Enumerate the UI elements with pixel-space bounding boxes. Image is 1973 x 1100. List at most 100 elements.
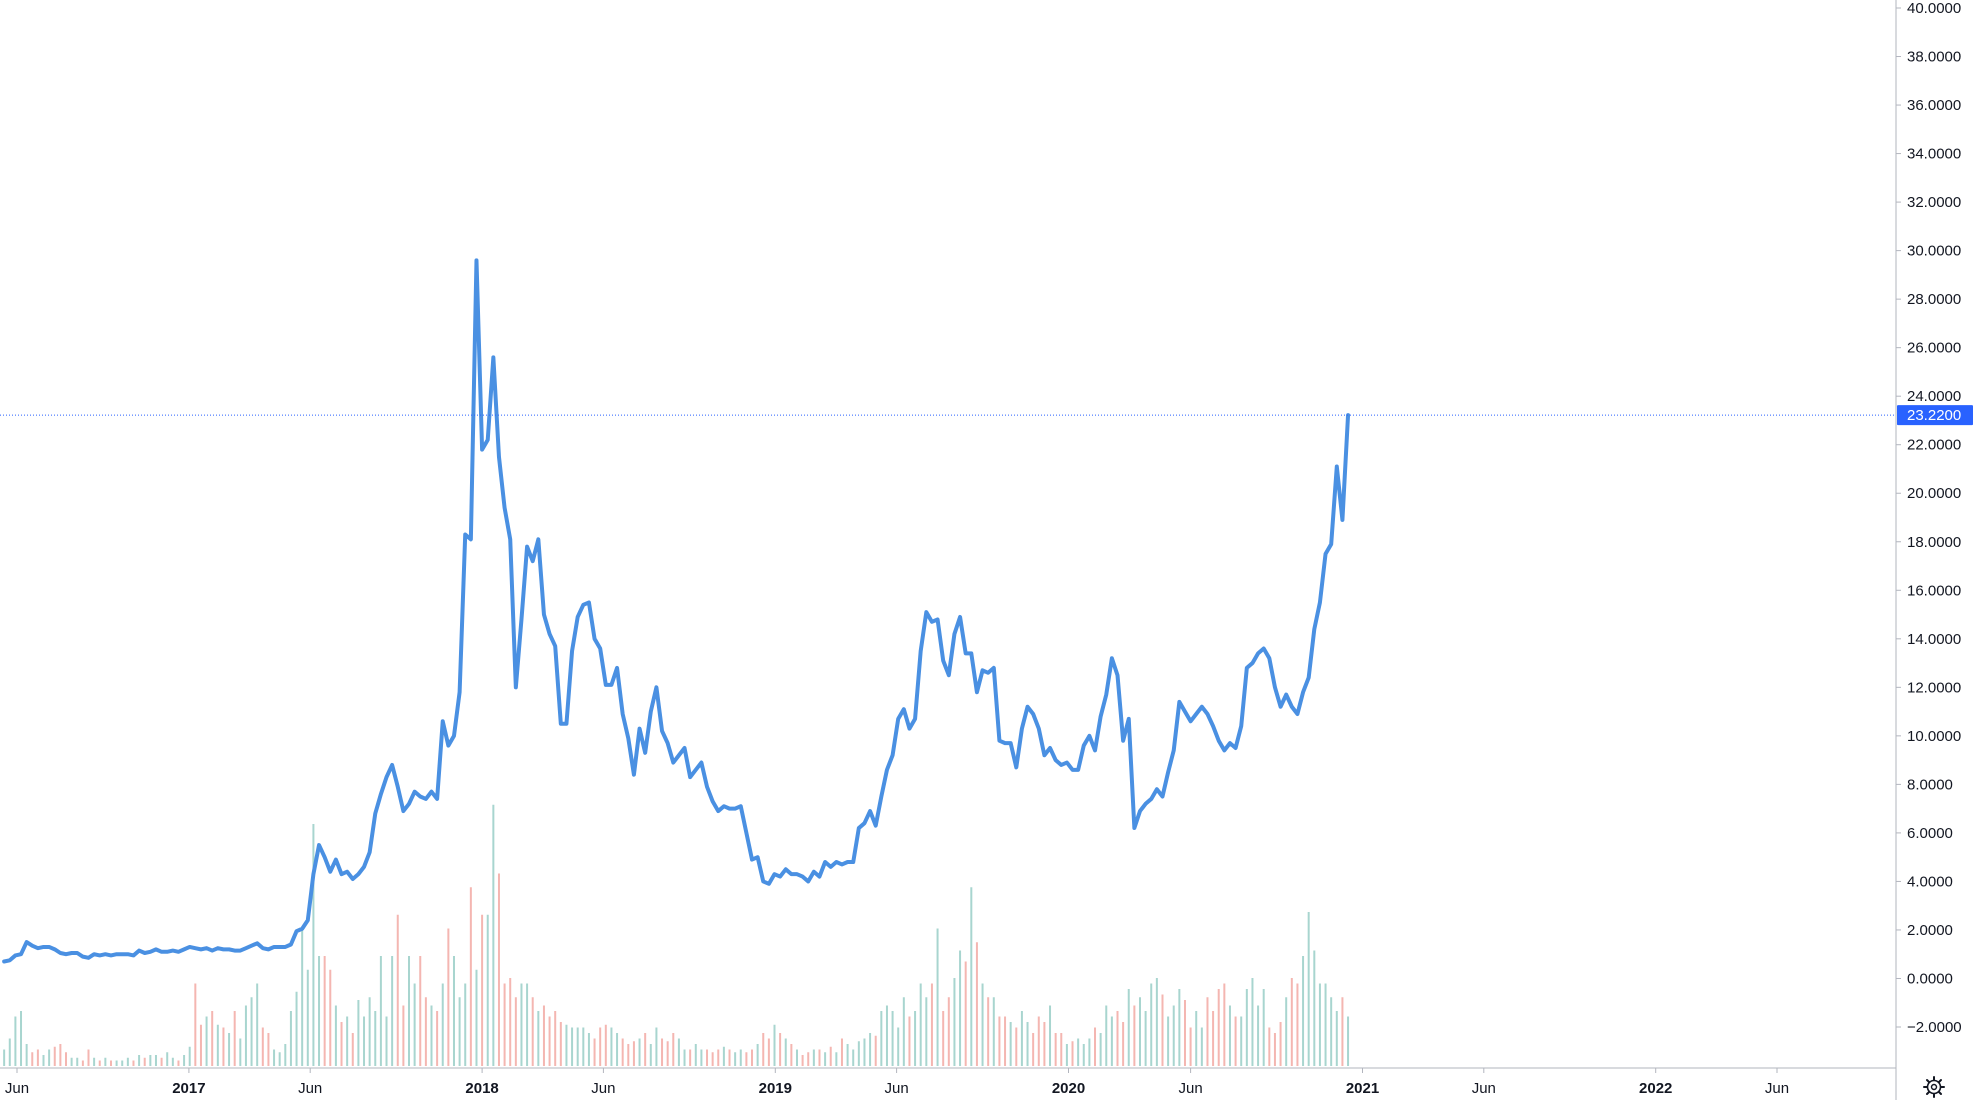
volume-bar xyxy=(1150,983,1153,1066)
volume-bar xyxy=(1082,1044,1085,1066)
y-tick-label: 4.0000 xyxy=(1907,873,1953,890)
volume-bar xyxy=(306,969,309,1066)
volume-bar xyxy=(711,1052,714,1066)
volume-bar xyxy=(36,1049,39,1066)
x-tick-label: 2020 xyxy=(1052,1080,1085,1097)
volume-bar xyxy=(228,1033,231,1066)
y-tick-label: 2.0000 xyxy=(1907,922,1953,939)
volume-bar xyxy=(1155,978,1158,1066)
volume-bar xyxy=(700,1049,703,1066)
y-tick-label: 6.0000 xyxy=(1907,825,1953,842)
volume-bar xyxy=(593,1038,596,1066)
volume-bar xyxy=(644,1033,647,1066)
volume-bar xyxy=(385,1016,388,1066)
volume-bar xyxy=(1043,1022,1046,1066)
volume-bar xyxy=(953,978,956,1066)
x-tick-label: 2019 xyxy=(759,1080,792,1097)
y-tick-label: 32.0000 xyxy=(1907,194,1961,211)
volume-bar xyxy=(548,1016,551,1066)
volume-bar xyxy=(1279,1022,1282,1066)
volume-bar xyxy=(1071,1041,1074,1066)
volume-bar xyxy=(273,1049,276,1066)
y-axis[interactable]: 40.0000 38.0000 36.0000 34.0000 32.0000 30.00… xyxy=(1896,0,1962,1036)
volume-bar xyxy=(604,1024,607,1066)
volume-bar xyxy=(1262,989,1265,1066)
volume-bar xyxy=(1285,997,1288,1066)
x-axis[interactable]: Jun 2017 Jun 2018 Jun 2019 Jun 2020 Jun 2021 Jun 20… xyxy=(5,1068,1789,1097)
volume-bar xyxy=(1094,1027,1097,1066)
volume-bar xyxy=(1054,1033,1057,1066)
y-tick-label: 40.0000 xyxy=(1907,0,1961,17)
volume-bar xyxy=(1077,1038,1080,1066)
x-tick-label: 2018 xyxy=(465,1080,498,1097)
y-tick-label: 16.0000 xyxy=(1907,582,1961,599)
y-tick-label: 12.0000 xyxy=(1907,679,1961,696)
y-tick-label: 38.0000 xyxy=(1907,49,1961,66)
volume-bar xyxy=(616,1033,619,1066)
volume-bar xyxy=(885,1005,888,1066)
volume-bar xyxy=(154,1055,157,1066)
volume-bar xyxy=(329,969,332,1066)
last-price-tag-label: 23.2200 xyxy=(1907,407,1961,424)
volume-bar xyxy=(846,1044,849,1066)
volume-bar xyxy=(824,1052,827,1066)
volume-bar xyxy=(925,997,928,1066)
y-tick-label: 8.0000 xyxy=(1907,776,1953,793)
volume-bar xyxy=(964,961,967,1066)
volume-layer xyxy=(3,804,1350,1066)
volume-bar xyxy=(874,1035,877,1066)
volume-bar xyxy=(1296,983,1299,1066)
volume-bar xyxy=(1110,1016,1113,1066)
volume-bar xyxy=(1183,1000,1186,1066)
volume-bar xyxy=(1099,1033,1102,1066)
volume-bar xyxy=(818,1049,821,1066)
volume-bar xyxy=(722,1046,725,1066)
volume-bar xyxy=(1212,1011,1215,1066)
settings-button[interactable] xyxy=(1923,1076,1945,1098)
volume-bar xyxy=(1009,1022,1012,1066)
volume-bar xyxy=(391,956,394,1066)
volume-bar xyxy=(1116,1011,1119,1066)
volume-bar xyxy=(199,1024,202,1066)
volume-bar xyxy=(1257,1005,1260,1066)
volume-bar xyxy=(284,1044,287,1066)
volume-bar xyxy=(689,1049,692,1066)
volume-bar xyxy=(14,1016,17,1066)
volume-bar xyxy=(694,1044,697,1066)
volume-bar xyxy=(610,1027,613,1066)
volume-bar xyxy=(1234,1016,1237,1066)
volume-bar xyxy=(998,1016,1001,1066)
volume-bar xyxy=(1004,1016,1007,1066)
volume-bar xyxy=(42,1055,45,1066)
y-tick-label: 24.0000 xyxy=(1907,388,1961,405)
volume-bar xyxy=(914,1011,917,1066)
volume-bar xyxy=(295,991,298,1066)
volume-bar xyxy=(1195,1011,1198,1066)
volume-bar xyxy=(1341,997,1344,1066)
volume-bar xyxy=(312,824,315,1066)
y-tick-label: 26.0000 xyxy=(1907,340,1961,357)
volume-bar xyxy=(1026,1022,1029,1066)
volume-bar xyxy=(795,1049,798,1066)
volume-bar xyxy=(3,1049,6,1066)
x-tick-label: Jun xyxy=(591,1080,615,1097)
x-tick-label: Jun xyxy=(5,1080,29,1097)
volume-bar xyxy=(559,1022,562,1066)
volume-bar xyxy=(374,1011,377,1066)
volume-bar xyxy=(318,956,321,1066)
volume-bar xyxy=(970,887,973,1066)
volume-bar xyxy=(863,1038,866,1066)
volume-bar xyxy=(661,1038,664,1066)
volume-bar xyxy=(1122,1022,1125,1066)
last-price-tag: 23.2200 xyxy=(1897,405,1973,426)
volume-bar xyxy=(520,983,523,1066)
volume-bar xyxy=(1200,1027,1203,1066)
volume-bar xyxy=(396,914,399,1066)
volume-bar xyxy=(1172,1005,1175,1066)
volume-bar xyxy=(897,1027,900,1066)
volume-bar xyxy=(323,956,326,1066)
volume-bar xyxy=(424,997,427,1066)
volume-bar xyxy=(779,1033,782,1066)
